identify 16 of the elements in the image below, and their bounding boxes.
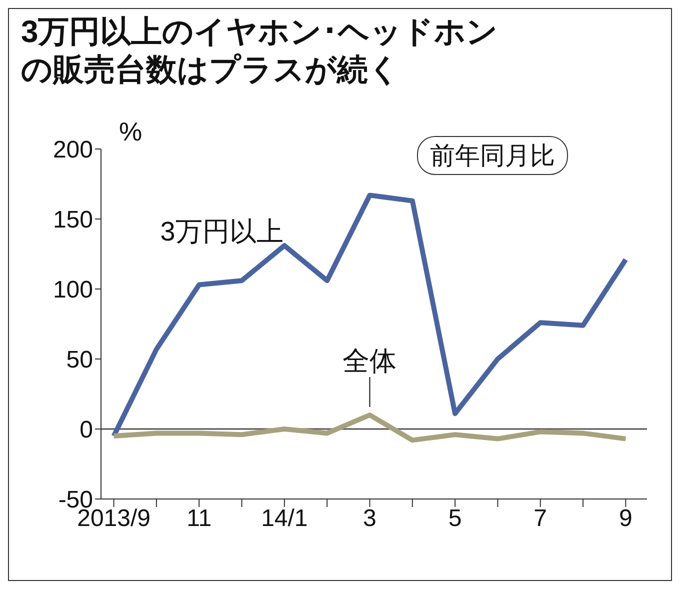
y-tick-label: 100 <box>52 276 93 304</box>
y-axis-title: % <box>119 116 142 146</box>
x-tick-label: 3 <box>363 505 376 532</box>
series-label: 全体 <box>342 346 397 376</box>
y-tick-label: 50 <box>66 346 93 374</box>
chart-title: 3万円以上のイヤホン･ヘッドホンの販売台数はプラスが続く <box>21 13 500 89</box>
x-tick-label: 14/1 <box>261 505 308 532</box>
x-tick-label: 5 <box>448 505 462 532</box>
y-tick-label: 150 <box>52 206 93 234</box>
y-tick-label: 0 <box>80 416 93 444</box>
x-tick-label: 11 <box>186 505 212 532</box>
series-label: 3万円以上 <box>160 216 284 247</box>
x-tick-label: 7 <box>534 505 548 532</box>
y-tick-label: 200 <box>52 136 93 164</box>
x-tick-label: 9 <box>618 505 632 532</box>
annotation: 前年同月比 <box>417 136 568 175</box>
